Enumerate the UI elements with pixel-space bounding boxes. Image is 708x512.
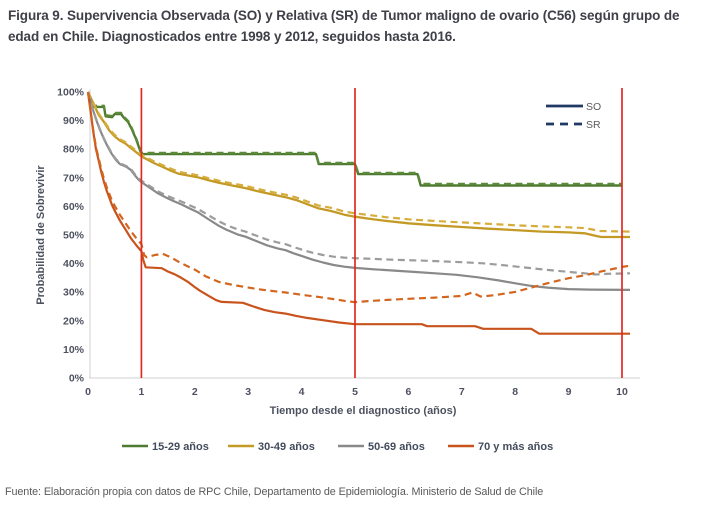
x-tick-0: 0 (85, 386, 91, 398)
x-tick-1: 1 (138, 386, 144, 398)
line-type-legend: SO SR (546, 101, 601, 131)
x-axis-title: Tiempo desde el diagnostico (años) (270, 405, 457, 417)
y-tick-100: 100% (57, 87, 85, 99)
series-layer (86, 91, 631, 335)
y-axis-title: Probabilidad de Sobrevivir (35, 165, 47, 305)
source-note: Fuente: Elaboración propia con datos de … (5, 486, 544, 498)
x-tick-6: 6 (405, 386, 411, 398)
y-tick-40: 40% (63, 258, 85, 270)
x-tick-2: 2 (192, 386, 198, 398)
x-tick-8: 8 (512, 386, 518, 398)
y-tick-70: 70% (63, 172, 85, 184)
x-tick-7: 7 (459, 386, 465, 398)
y-tick-80: 80% (63, 144, 85, 156)
x-tick-4: 4 (299, 386, 305, 398)
y-tick-0: 0% (69, 373, 85, 385)
x-tick-5: 5 (352, 386, 358, 398)
series-70-mas-so (86, 91, 630, 335)
sr-legend-label: SR (586, 119, 601, 131)
y-tick-10: 10% (63, 344, 85, 356)
group-legend-label-70-mas: 70 y más años (478, 441, 553, 453)
series-30-49-so (86, 91, 630, 239)
group-legend-label-30-49: 30-49 años (258, 441, 315, 453)
figure-title: Figura 9. Supervivencia Observada (SO) y… (8, 8, 680, 44)
series-70-mas-sr (86, 91, 631, 304)
y-tick-90: 90% (63, 115, 85, 127)
y-tick-30: 30% (63, 287, 85, 299)
survival-chart: 100% 90% 80% 70% 60% 50% 40% 30% 20% 10%… (35, 87, 640, 453)
group-legend-label-15-29: 15-29 años (152, 441, 209, 453)
x-tick-3: 3 (245, 386, 251, 398)
series-15-29-sr (86, 91, 622, 185)
reference-lines-layer (140, 88, 623, 378)
group-legend-label-50-69: 50-69 años (368, 441, 425, 453)
series-50-69-so (86, 91, 631, 291)
y-tick-60: 60% (63, 201, 85, 213)
group-legend: 15-29 años 30-49 años 50-69 años 70 y má… (122, 441, 553, 453)
series-30-49-sr (87, 91, 631, 233)
y-tick-20: 20% (63, 315, 85, 327)
x-tick-9: 9 (566, 386, 572, 398)
y-tick-50: 50% (63, 230, 85, 242)
series-50-69-sr (86, 91, 631, 276)
so-legend-label: SO (586, 101, 601, 113)
x-tick-10: 10 (616, 386, 628, 398)
